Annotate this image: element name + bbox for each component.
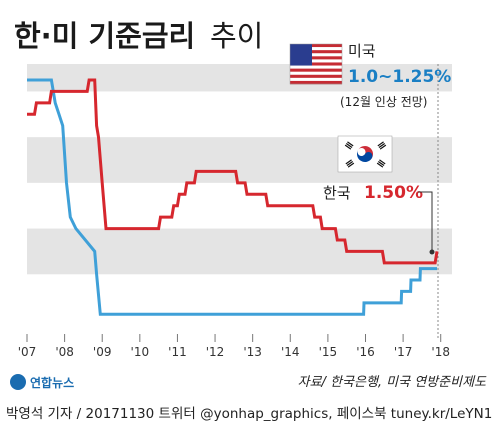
- kr-trigram-bar: [377, 141, 384, 147]
- chart-subtitle: 추이: [210, 19, 263, 53]
- us-flag-stripe: [290, 62, 342, 66]
- kr-leader-line: [418, 191, 433, 250]
- kr-trigram-bar: [345, 159, 352, 165]
- band-0: [27, 228, 452, 275]
- us-flag-stripe: [290, 56, 342, 60]
- kr-flag-icon: [337, 135, 393, 173]
- us-flag-stripe: [290, 77, 342, 82]
- series-line-1: [27, 78, 439, 265]
- us-flag-stripe: [290, 50, 342, 54]
- kr-trigram-bar: [376, 162, 384, 168]
- series-lines: [27, 78, 439, 316]
- x-tick-label: '14: [281, 345, 300, 359]
- logo-mark-icon: [10, 374, 26, 390]
- us-flag-stripe: [290, 47, 342, 51]
- series-line-0: [27, 78, 437, 316]
- us-flag-stripe: [290, 68, 342, 72]
- band-2: [27, 64, 452, 92]
- x-axis-ticks: '07 '08 '09 '10 '11 '12 '13 '14 '15 '16 '17 '18: [18, 334, 450, 359]
- kr-trigram-bar: [379, 159, 386, 165]
- chart-title: 한·미 기준금리: [14, 19, 195, 53]
- kr-trigram-bar: [344, 144, 352, 150]
- us-flag-icon: [289, 43, 343, 85]
- us-flag-stripe: [290, 80, 342, 85]
- kr-trigram-bar: [347, 141, 354, 147]
- x-tick-label: '10: [131, 345, 150, 359]
- byline: 박영석 기자 / 20171130 트위터 @yonhap_graphics, …: [6, 406, 492, 422]
- x-tick-label: '16: [356, 345, 375, 359]
- x-tick-label: '08: [55, 345, 74, 359]
- us-flag-stripe: [290, 44, 342, 48]
- us-flag-stripe: [290, 59, 342, 63]
- us-flag-stripe: [290, 74, 342, 79]
- us-flag-stripe: [290, 53, 342, 57]
- kr-taeguk-blue: [357, 150, 373, 162]
- kr-leader-dot: [429, 249, 435, 255]
- x-tick-label: '17: [394, 345, 413, 359]
- us-flag-stripe: [290, 71, 342, 76]
- x-tick-label: '18: [431, 345, 450, 359]
- x-tick-label: '07: [18, 345, 37, 359]
- x-tick-label: '13: [243, 345, 262, 359]
- us-flag-stripe: [290, 65, 342, 69]
- source-note: 자료/ 한국은행, 미국 연방준비제도: [298, 375, 487, 390]
- kr-trigram-bar: [379, 144, 387, 150]
- x-tick-label: '11: [168, 345, 187, 359]
- us-rate-value: 1.0~1.25%: [348, 67, 451, 87]
- us-flag-border: [289, 43, 343, 85]
- x-tick-label: '15: [319, 345, 338, 359]
- kr-trigram-bar: [346, 160, 354, 166]
- yonhap-logo: 연합뉴스: [10, 374, 74, 390]
- kr-trigram-bar: [347, 162, 355, 168]
- x-tick-label: '12: [206, 345, 225, 359]
- kr-label: 한국: [323, 184, 351, 202]
- x-tick-label: '09: [93, 345, 112, 359]
- logo-text: 연합뉴스: [30, 375, 74, 390]
- us-flag-canton: [290, 44, 312, 66]
- kr-trigram-bar: [345, 142, 353, 148]
- us-forecast-note: (12월 인상 전망): [340, 95, 427, 109]
- kr-trigram-bar: [378, 142, 386, 148]
- kr-rate-value: 1.50%: [364, 183, 423, 203]
- us-label: 미국: [348, 42, 376, 60]
- kr-trigram-bar: [377, 160, 385, 166]
